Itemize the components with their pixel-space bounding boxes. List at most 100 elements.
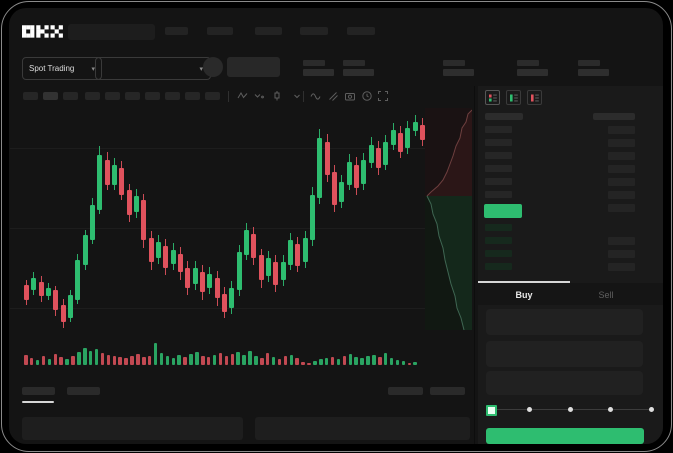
nav-item[interactable] bbox=[347, 27, 375, 35]
amount-row bbox=[608, 191, 635, 199]
global-search-box[interactable] bbox=[68, 24, 155, 40]
volume-bar bbox=[395, 360, 400, 365]
timeframe-slot[interactable] bbox=[185, 92, 200, 100]
candle-body bbox=[90, 205, 95, 240]
nav-item[interactable] bbox=[255, 27, 282, 35]
nav-item[interactable] bbox=[207, 27, 233, 35]
timeframe-slot[interactable] bbox=[43, 92, 58, 100]
zigzag-icon[interactable] bbox=[237, 90, 249, 102]
candle-body bbox=[163, 246, 169, 268]
candle-body bbox=[97, 155, 103, 210]
bid-price-row bbox=[485, 224, 512, 231]
slider-stop-dot[interactable] bbox=[608, 407, 613, 412]
volume-bar bbox=[307, 363, 311, 365]
order-amount-field[interactable] bbox=[486, 341, 643, 367]
volume-bar bbox=[372, 355, 376, 365]
camera-icon[interactable] bbox=[344, 90, 356, 102]
pair-name-placeholder bbox=[227, 57, 280, 77]
percent-slider-handle[interactable] bbox=[486, 405, 497, 416]
volume-bar bbox=[124, 358, 128, 365]
candle-type-icon[interactable] bbox=[271, 90, 283, 102]
candle-body bbox=[38, 282, 44, 296]
ask-price-row bbox=[485, 191, 512, 198]
volume-bar bbox=[336, 359, 341, 365]
book-bids-icon[interactable] bbox=[506, 90, 521, 105]
candle-body bbox=[412, 122, 418, 131]
stat-label bbox=[343, 60, 365, 66]
candle-body bbox=[133, 196, 139, 212]
candle-body bbox=[112, 165, 117, 185]
volume-bar bbox=[265, 353, 270, 365]
bottom-action-placeholder[interactable] bbox=[430, 387, 465, 395]
nav-item[interactable] bbox=[165, 27, 188, 35]
slider-stop-dot[interactable] bbox=[527, 407, 532, 412]
timeframe-slot[interactable] bbox=[165, 92, 180, 100]
candlestick-chart[interactable] bbox=[9, 8, 663, 444]
amount-row bbox=[608, 139, 635, 147]
candle-body bbox=[317, 138, 323, 198]
volume-bar bbox=[136, 354, 140, 365]
volume-bar bbox=[147, 356, 152, 365]
timeframe-slot[interactable] bbox=[205, 92, 220, 100]
candle-body bbox=[346, 162, 352, 185]
slider-stop-dot[interactable] bbox=[567, 407, 573, 412]
order-price-field[interactable] bbox=[486, 309, 643, 335]
bottom-input-left[interactable] bbox=[22, 417, 243, 440]
candle-body bbox=[368, 145, 374, 163]
nav-item[interactable] bbox=[300, 27, 328, 35]
volume-bar bbox=[330, 357, 335, 365]
market-selector-button[interactable]: Spot Trading ▾ bbox=[22, 57, 102, 80]
timeframe-slot[interactable] bbox=[23, 92, 38, 100]
book-asks-icon[interactable] bbox=[527, 90, 542, 105]
amount-row bbox=[608, 126, 635, 134]
clock-icon[interactable] bbox=[361, 90, 373, 102]
candle-body bbox=[119, 168, 125, 195]
volume-bar bbox=[88, 351, 93, 365]
volume-bar bbox=[153, 343, 158, 365]
stat-label bbox=[578, 60, 600, 66]
toolbar-separator bbox=[228, 91, 229, 102]
candle-body bbox=[207, 274, 213, 288]
volume-bar bbox=[29, 358, 34, 365]
ask-price-row bbox=[485, 139, 512, 146]
candle-body bbox=[383, 142, 389, 165]
volume-bar bbox=[401, 361, 406, 365]
depth-overlay-bg-asks bbox=[425, 108, 472, 196]
compare-icon[interactable] bbox=[327, 90, 339, 102]
volume-bar bbox=[112, 356, 116, 365]
volume-bar bbox=[106, 355, 111, 365]
volume-bar bbox=[171, 358, 175, 365]
bottom-tab[interactable] bbox=[67, 387, 100, 395]
bottom-input-right[interactable] bbox=[255, 417, 470, 440]
slider-stop-dot[interactable] bbox=[648, 407, 654, 412]
chevron-dot-icon[interactable] bbox=[253, 90, 265, 102]
timeframe-slot[interactable] bbox=[105, 92, 120, 100]
bottom-action-placeholder[interactable] bbox=[388, 387, 423, 395]
timeframe-slot[interactable] bbox=[125, 92, 140, 100]
buy-submit-button[interactable] bbox=[486, 428, 644, 444]
book-both-icon[interactable] bbox=[485, 90, 500, 105]
candle-body bbox=[280, 262, 286, 280]
volume-bar bbox=[366, 356, 370, 365]
timeframe-slot[interactable] bbox=[145, 92, 160, 100]
order-total-field[interactable] bbox=[486, 371, 643, 395]
stat-value bbox=[303, 69, 334, 76]
volume-bar bbox=[195, 352, 199, 365]
wave-icon[interactable] bbox=[310, 90, 322, 102]
timeframe-slot[interactable] bbox=[85, 92, 100, 100]
chevron-icon[interactable] bbox=[291, 90, 303, 102]
volume-bar bbox=[65, 359, 69, 365]
tab-buy[interactable]: Buy bbox=[515, 290, 533, 300]
bottom-tab-active[interactable] bbox=[22, 387, 55, 395]
timeframe-slot[interactable] bbox=[63, 92, 78, 100]
tab-indicator bbox=[478, 281, 570, 283]
depth-chart bbox=[426, 109, 472, 330]
fullscreen-icon[interactable] bbox=[377, 90, 389, 102]
toolbar-separator bbox=[303, 91, 304, 102]
orderbook-header-amount bbox=[593, 113, 635, 120]
candle-body bbox=[251, 234, 257, 258]
amount-row bbox=[608, 152, 635, 160]
tab-sell[interactable]: Sell bbox=[598, 290, 614, 300]
ask-price-row bbox=[485, 165, 512, 172]
market-selector-label: Spot Trading bbox=[29, 64, 75, 73]
